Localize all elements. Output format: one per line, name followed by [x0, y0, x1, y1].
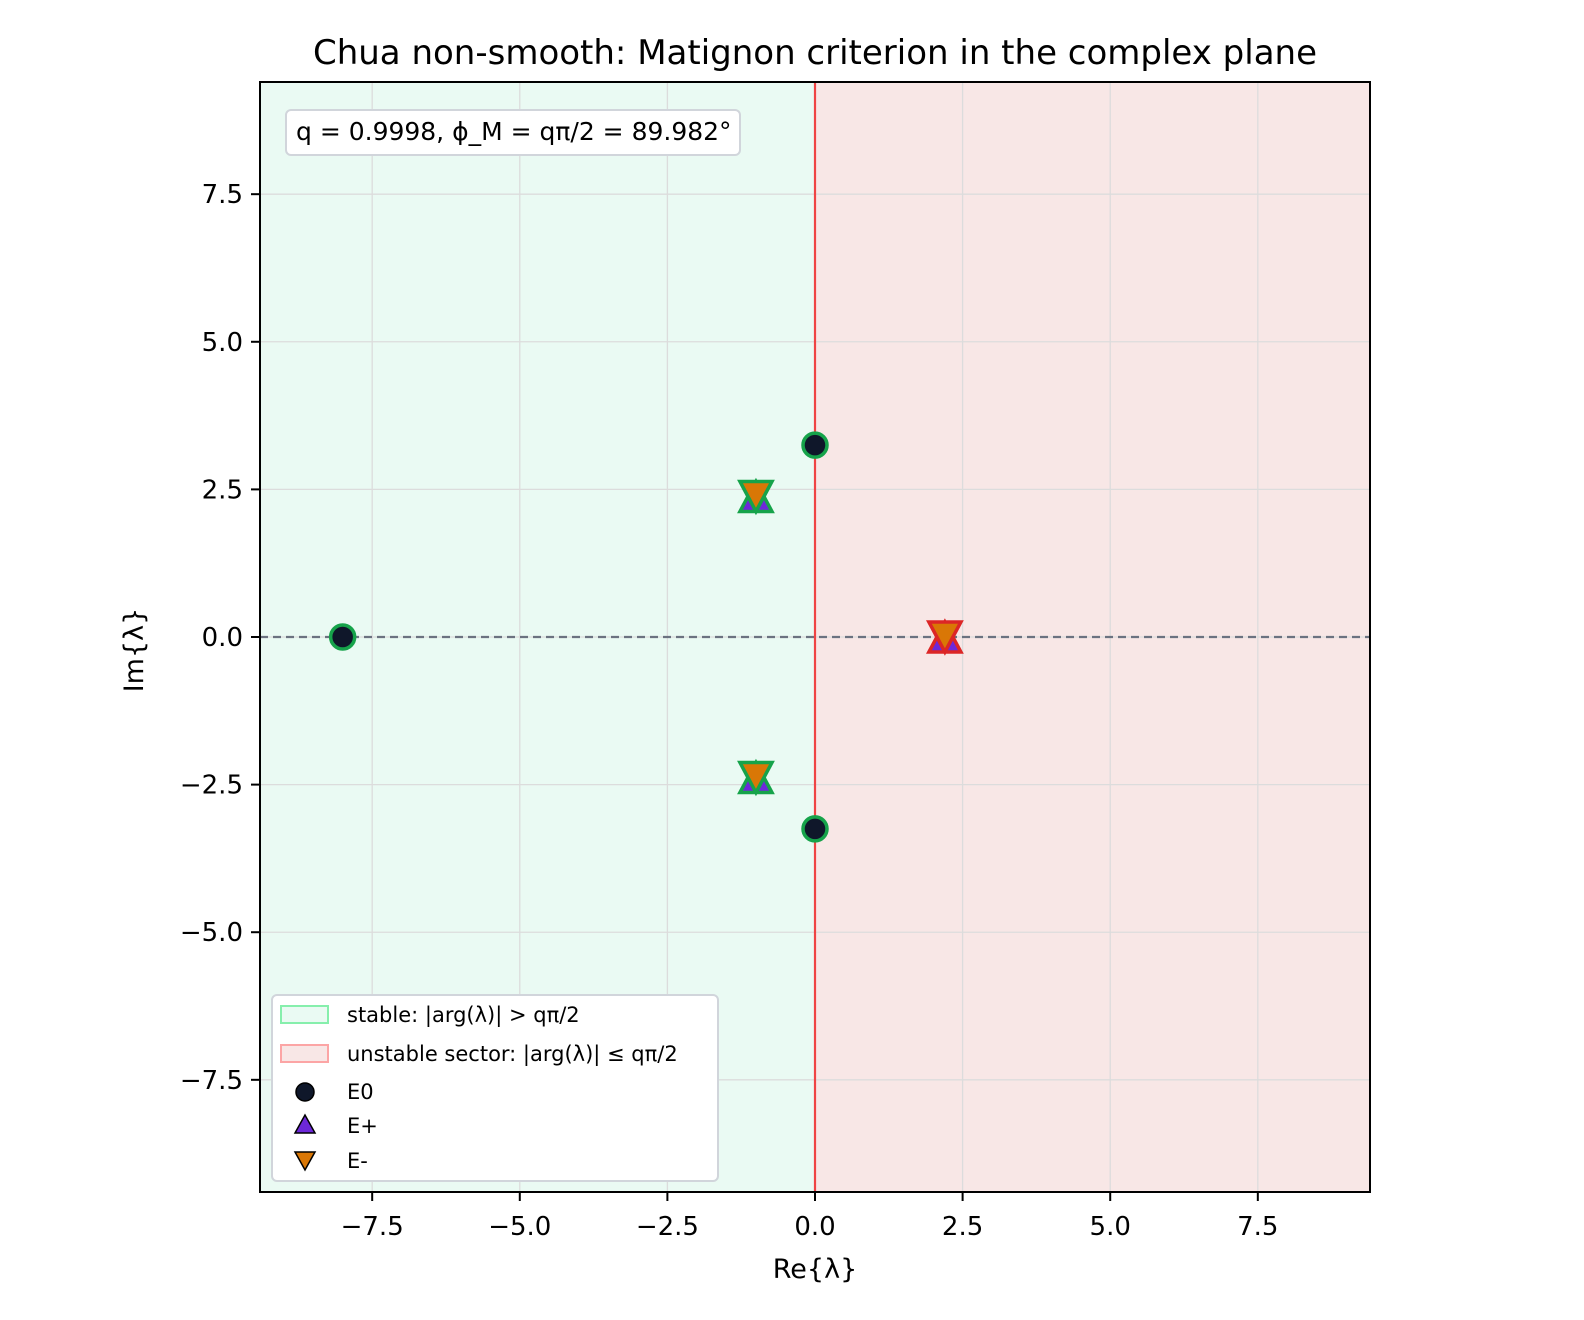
annotation-text: q = 0.9998, ϕ_M = qπ/2 = 89.982°	[296, 117, 732, 146]
legend-label-unstable: unstable sector: |arg(λ)| ≤ qπ/2	[347, 1042, 678, 1067]
y-tick-label: 0.0	[202, 623, 243, 653]
annotation-box: q = 0.9998, ϕ_M = qπ/2 = 89.982°	[285, 109, 741, 156]
legend-swatch-stable	[280, 1005, 329, 1024]
x-tick-label: 2.5	[942, 1212, 983, 1242]
x-tick-label: 5.0	[1090, 1212, 1131, 1242]
chart-title: Chua non-smooth: Matignon criterion in t…	[313, 33, 1317, 73]
point-e0	[328, 623, 357, 651]
x-tick-label: 0.0	[794, 1212, 835, 1242]
point-e0	[801, 815, 829, 843]
legend-label-stable: stable: |arg(λ)| > qπ/2	[347, 1003, 580, 1028]
y-tick-label: −2.5	[180, 771, 243, 801]
point-eminus	[737, 479, 775, 516]
y-tick-label: 5.0	[202, 328, 243, 358]
x-axis-ticks: −7.5 −5.0 −2.5 0.0 2.5 5.0 7.5	[341, 1192, 1278, 1242]
y-tick-label: 7.5	[202, 180, 243, 210]
legend-label-eminus: E-	[347, 1149, 368, 1173]
y-tick-label: −5.0	[180, 918, 243, 948]
point-e0	[801, 431, 829, 459]
legend-swatch-unstable	[280, 1044, 329, 1063]
x-axis-label: Re{λ}	[773, 1254, 858, 1285]
point-eminus	[925, 620, 964, 656]
y-axis-ticks: −7.5 −5.0 −2.5 0.0 2.5 5.0 7.5	[180, 180, 260, 1096]
point-eminus	[737, 760, 775, 797]
legend-marker-eplus	[293, 1113, 317, 1134]
x-tick-label: −7.5	[341, 1212, 404, 1242]
x-tick-label: −5.0	[488, 1212, 551, 1242]
eigenvalue-points	[328, 431, 964, 843]
x-tick-label: 7.5	[1237, 1212, 1278, 1242]
legend-label-e0: E0	[347, 1080, 374, 1104]
y-axis-label: Im{λ}	[119, 608, 150, 693]
legend-label-eplus: E+	[347, 1114, 378, 1138]
x-tick-label: −2.5	[636, 1212, 699, 1242]
legend-marker-eminus	[293, 1151, 317, 1172]
legend-marker-e0	[295, 1082, 315, 1102]
y-tick-label: −7.5	[180, 1066, 243, 1096]
y-tick-label: 2.5	[202, 475, 243, 505]
legend: stable: |arg(λ)| > qπ/2 unstable sector:…	[271, 994, 719, 1182]
